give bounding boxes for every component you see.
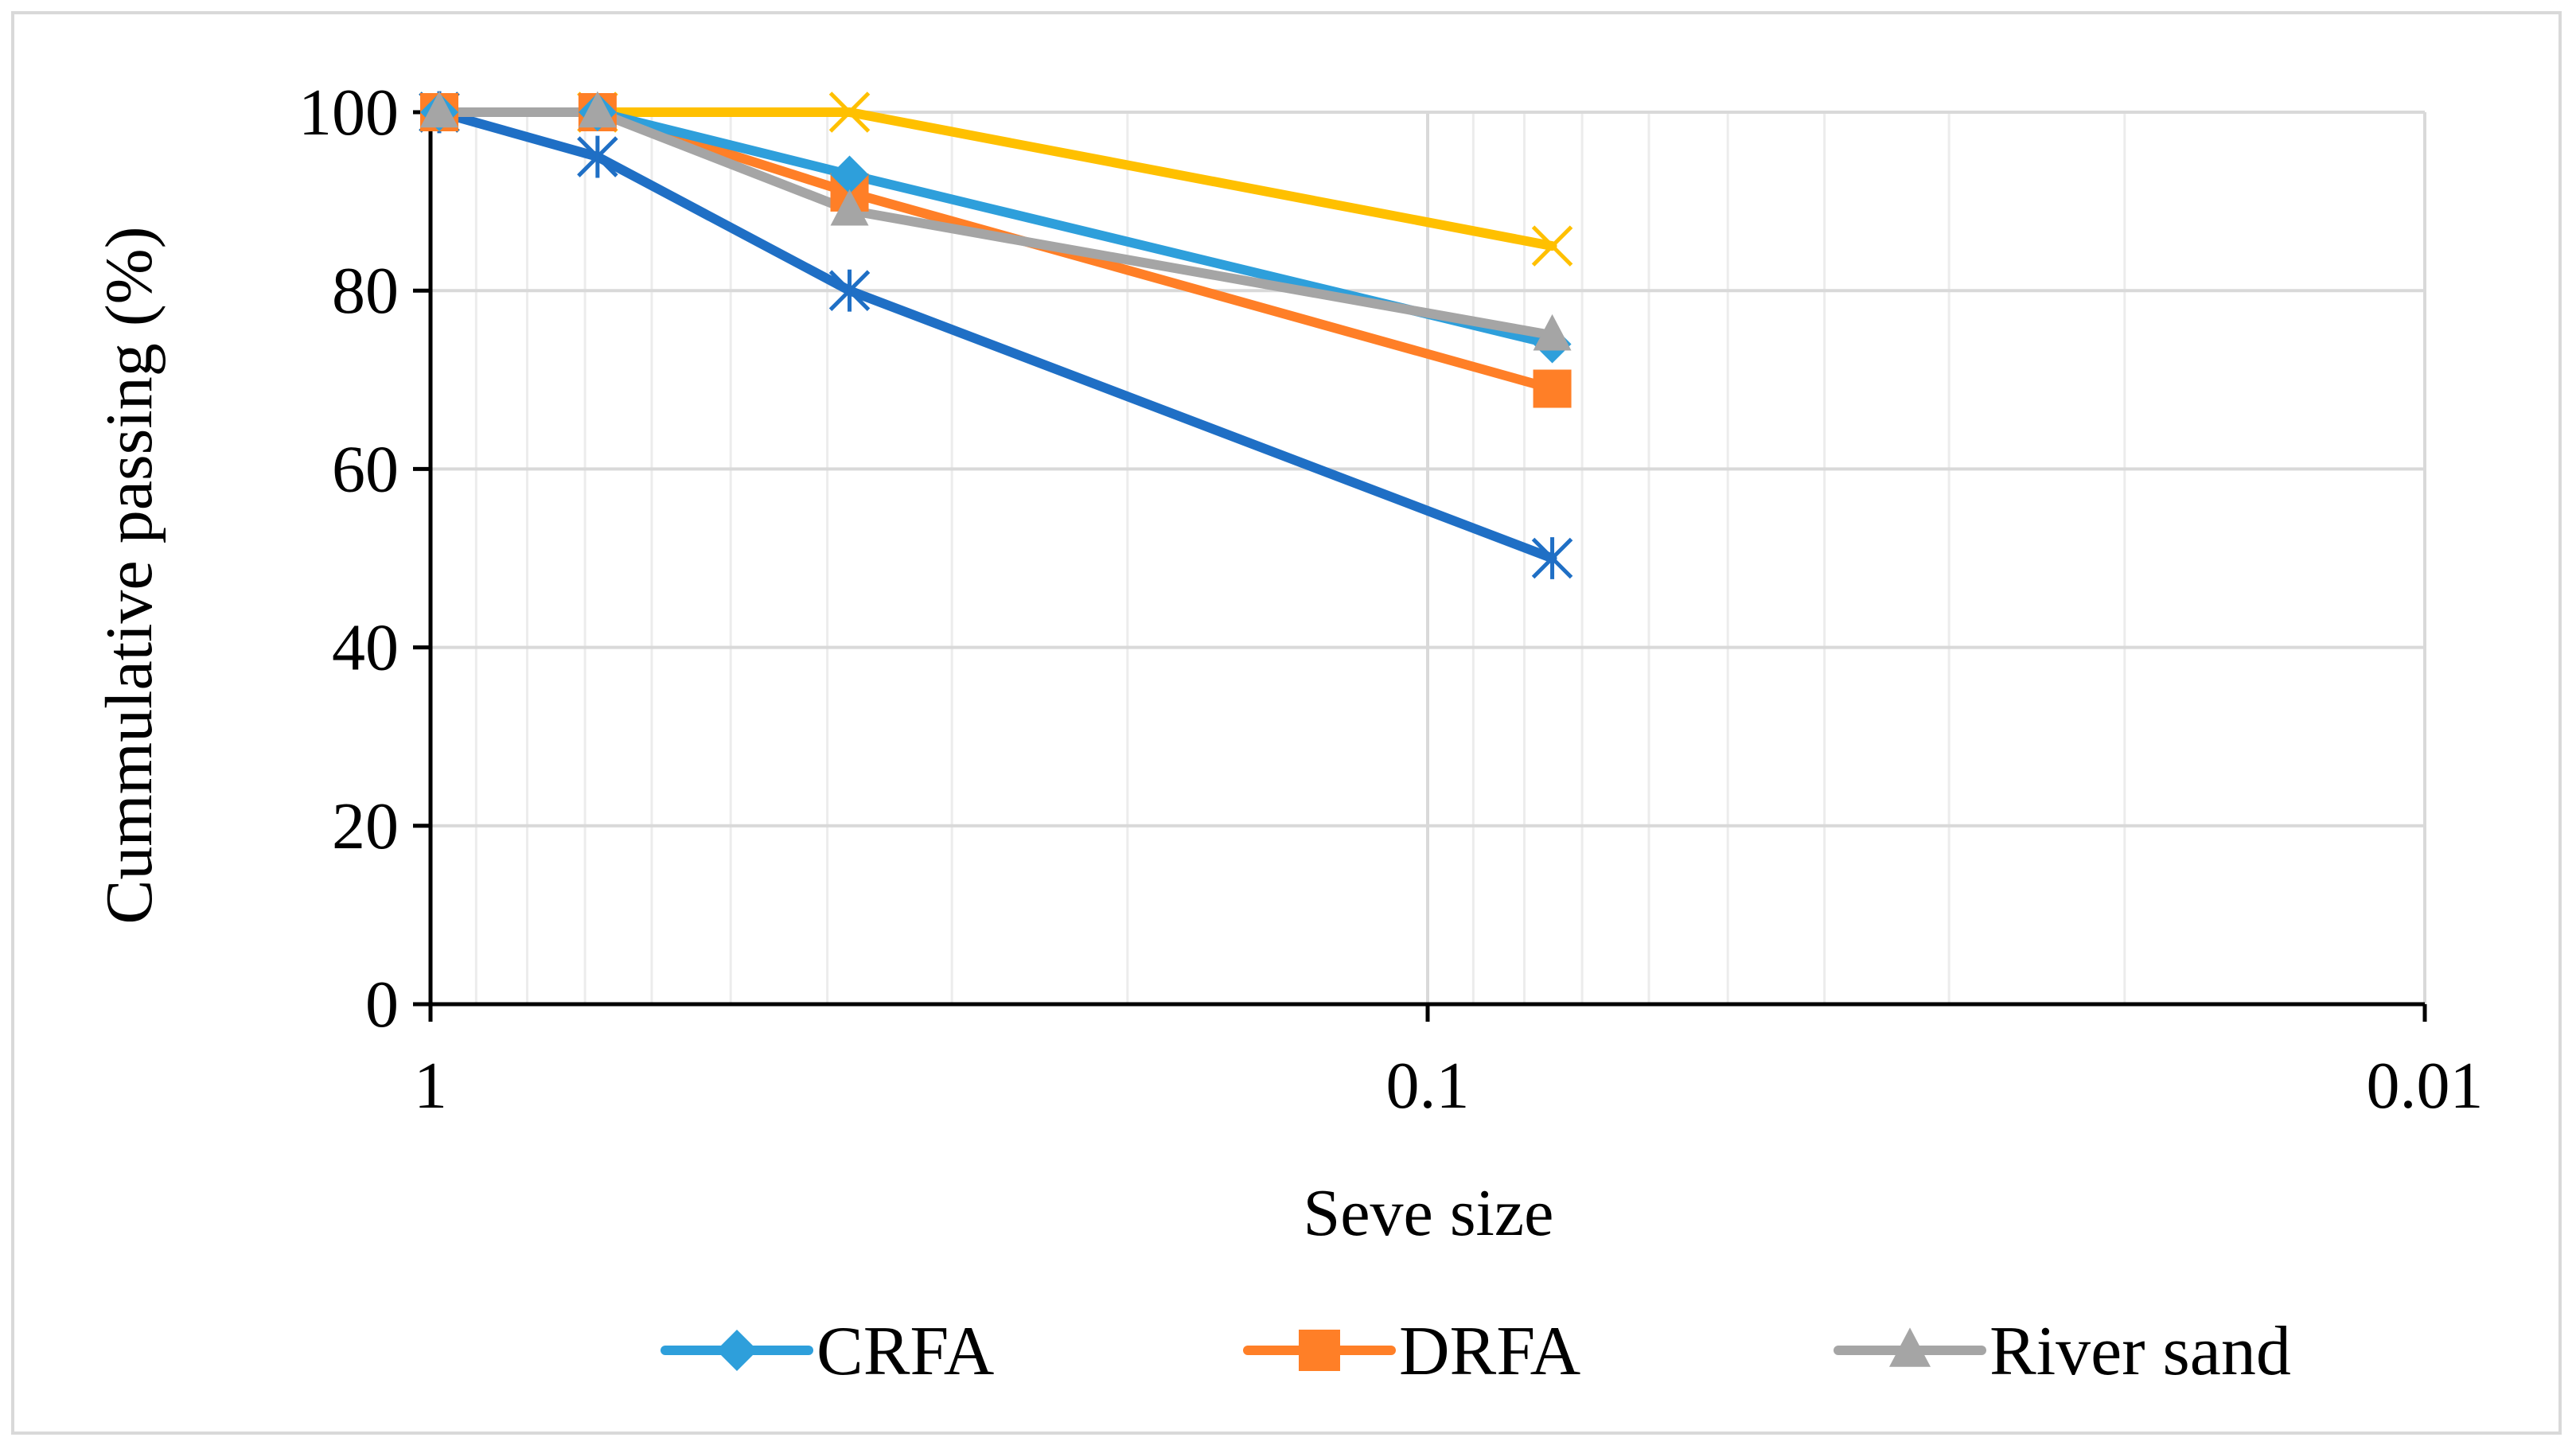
x-tick-label: 1 [414,1049,447,1123]
legend-label: DRFA [1399,1313,1580,1390]
series-markers [419,91,1573,579]
star-marker [1531,537,1573,579]
x-marker [828,92,871,133]
square-marker [1533,369,1572,408]
star-marker [828,269,871,312]
triangle-marker [578,91,617,128]
x-tick-label: 0.1 [1386,1049,1470,1123]
diamond-marker [716,1330,758,1371]
y-tick-label: 80 [332,254,399,328]
y-tick-label: 40 [332,611,399,685]
x-stroke [828,92,871,133]
y-axis-tick-labels: 0 20 40 60 80 100 [298,76,399,1042]
y-tick-label: 0 [365,968,399,1042]
x-axis-tick-labels: 1 0.1 0.01 [414,1049,2484,1123]
triangle-shape [1889,1327,1931,1367]
x-stroke [1531,225,1573,267]
y-tick-label: 20 [332,789,399,863]
square-shape [1533,369,1572,408]
axes [413,110,2427,1022]
series-lines [435,107,1557,563]
square-shape [1299,1330,1340,1371]
triangle-marker [830,189,869,226]
diamond-shape [716,1330,758,1371]
triangle-marker [1533,314,1572,351]
triangle-shape [830,189,869,226]
chart-frame [11,11,2562,1435]
triangle-shape [578,91,617,128]
x-marker [1531,225,1573,267]
x-tick-label: 0.01 [2367,1049,2484,1123]
y-tick-label: 100 [298,76,399,150]
square-marker [1299,1330,1340,1371]
triangle-marker [1889,1327,1931,1367]
series-line-upper-limit [435,107,1557,251]
legend: CRFA DRFA River sand [661,1313,2291,1390]
legend-item-crfa: CRFA [661,1313,994,1390]
star-marker [577,135,618,178]
y-axis-title: Cummulative passing (%) [92,226,166,924]
x-axis-title: Seve size [1304,1176,1554,1250]
series-line-river-sand [435,107,1557,341]
triangle-shape [1533,314,1572,351]
legend-item-river-sand: River sand [1834,1313,2291,1390]
diamond-shape [830,155,869,194]
y-tick-label: 60 [332,432,399,506]
legend-item-drfa: DRFA [1243,1313,1580,1390]
legend-label: River sand [1989,1313,2291,1390]
minor-gridlines [474,112,2126,1004]
triangle-shape [419,91,458,128]
legend-label: CRFA [816,1313,994,1390]
series-line-lower-limit [435,107,1557,563]
diamond-marker [830,155,869,194]
triangle-marker [419,91,458,128]
